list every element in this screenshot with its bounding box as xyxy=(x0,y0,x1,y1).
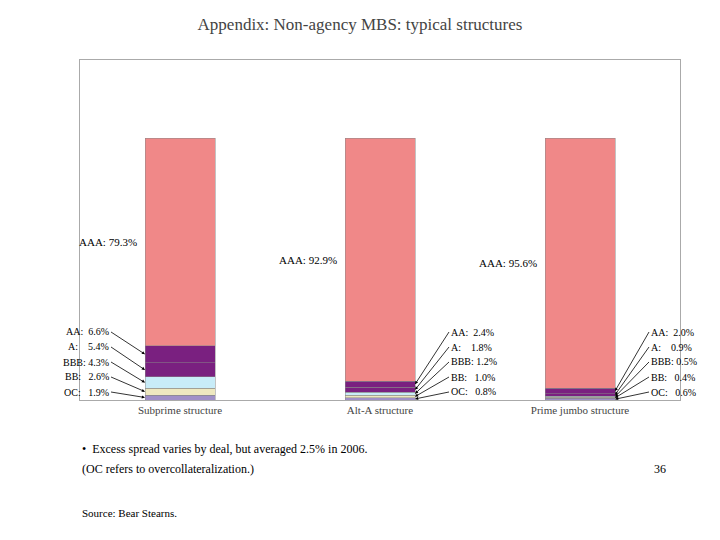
svg-text:(OC refers to overcollateraliz: (OC refers to overcollateralization.) xyxy=(82,462,254,476)
svg-text:AAA: 79.3%: AAA: 79.3% xyxy=(79,236,137,248)
svg-text:AA: 6.6%: AA: 6.6% xyxy=(66,326,109,337)
svg-text:AA: 2.0%: AA: 2.0% xyxy=(651,327,694,338)
svg-text:BBB: 0.5%: BBB: 0.5% xyxy=(651,356,697,367)
svg-text:AA: 2.4%: AA: 2.4% xyxy=(451,327,494,338)
svg-text:OC: 0.6%: OC: 0.6% xyxy=(651,387,696,398)
svg-text:A: 5.4%: A: 5.4% xyxy=(68,341,109,352)
svg-text:AAA: 92.9%: AAA: 92.9% xyxy=(279,254,337,266)
svg-text:BBB: 4.3%: BBB: 4.3% xyxy=(63,357,109,368)
svg-text:BB: 1.0%: BB: 1.0% xyxy=(451,372,495,383)
svg-text:OC: 0.8%: OC: 0.8% xyxy=(451,386,496,397)
svg-text:OC: 1.9%: OC: 1.9% xyxy=(64,387,109,398)
svg-text:A: 1.8%: A: 1.8% xyxy=(451,342,492,353)
svg-text:AAA: 95.6%: AAA: 95.6% xyxy=(479,257,537,269)
svg-text:Subprime structure: Subprime structure xyxy=(138,404,222,416)
svg-text:BBB: 1.2%: BBB: 1.2% xyxy=(451,356,497,367)
svg-text:Source: Bear Stearns.: Source: Bear Stearns. xyxy=(82,507,177,519)
svg-text:Prime jumbo structure: Prime jumbo structure xyxy=(531,404,629,416)
svg-text:• Excess spread varies by dea: • Excess spread varies by deal, but aver… xyxy=(82,442,367,456)
svg-text:A: 0.9%: A: 0.9% xyxy=(651,342,692,353)
svg-text:Alt-A structure: Alt-A structure xyxy=(347,404,413,416)
svg-text:BB: 2.6%: BB: 2.6% xyxy=(65,371,109,382)
svg-text:Appendix: Non-agency MBS: typi: Appendix: Non-agency MBS: typical struct… xyxy=(198,15,523,34)
svg-text:36: 36 xyxy=(654,462,666,476)
svg-text:BB: 0.4%: BB: 0.4% xyxy=(651,372,695,383)
